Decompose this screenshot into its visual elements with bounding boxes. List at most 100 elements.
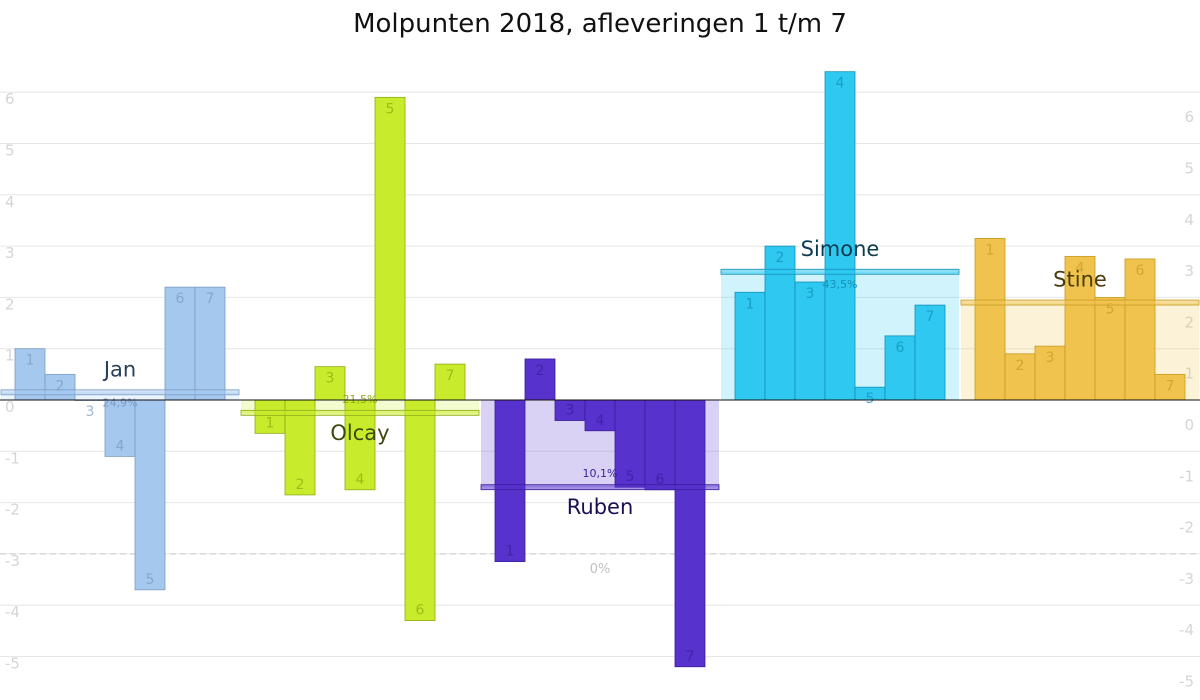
bar-label: 4 — [836, 76, 845, 92]
y-tick-label-left: -1 — [5, 449, 20, 467]
bar-label: 6 — [656, 472, 665, 488]
bar-label: 6 — [416, 603, 425, 619]
mean-line — [240, 409, 480, 416]
y-tick-label-left: 5 — [5, 142, 15, 160]
y-tick-label-right: 2 — [1184, 313, 1194, 331]
bar-label: 7 — [206, 291, 215, 307]
bar — [374, 96, 406, 401]
bar — [1124, 258, 1156, 401]
contestant-group-simone: 1 2 3 4 5 6 7 — [720, 71, 960, 407]
y-tick-label-right: -3 — [1179, 570, 1194, 588]
y-axis-right: 6 5 4 3 2 1 0 -1 -2 -3 -4 -5 — [1179, 108, 1194, 690]
bar-label: 3 — [326, 371, 335, 387]
y-tick-label-right: 5 — [1184, 160, 1194, 178]
y-tick-label-left: 4 — [5, 193, 15, 211]
y-tick-label-right: 3 — [1184, 262, 1194, 280]
bar — [1154, 373, 1186, 401]
bar — [134, 399, 166, 591]
bar-label: 4 — [356, 472, 365, 488]
y-tick-label-left: -2 — [5, 501, 20, 519]
bar — [254, 399, 286, 434]
contestant-group-ruben: 1 2 3 4 5 6 7 — [480, 358, 720, 668]
contestant-name-jan: Jan — [102, 357, 136, 381]
bar — [404, 399, 436, 621]
y-tick-label-right: -5 — [1179, 673, 1194, 691]
y-tick-label-right: -4 — [1179, 621, 1194, 639]
bar-label: 3 — [806, 286, 815, 302]
bar — [104, 399, 136, 457]
contestant-group-olcay: 1 2 3 4 5 6 7 — [240, 96, 480, 621]
mean-line — [480, 484, 720, 491]
bar-label: 2 — [536, 363, 545, 379]
bar-label: 3 — [1046, 350, 1055, 366]
bar-label: 6 — [896, 340, 905, 356]
y-tick-label-left: 1 — [5, 347, 15, 365]
chart-title: Molpunten 2018, afleveringen 1 t/m 7 — [353, 9, 847, 39]
y-tick-label-left: -5 — [5, 655, 20, 673]
y-tick-label-left: -4 — [5, 603, 20, 621]
bar-label: 1 — [746, 296, 755, 312]
bar — [164, 286, 196, 401]
y-axis-left: 6 5 4 3 2 1 0 -1 -2 -3 -4 -5 — [5, 90, 20, 672]
bar-label: 1 — [986, 242, 995, 258]
bar-label: 7 — [1166, 378, 1175, 394]
mean-area — [1, 392, 239, 400]
bar-label: 4 — [116, 438, 125, 454]
bar — [614, 399, 646, 488]
y-tick-label-left: 3 — [5, 244, 15, 262]
bar-label: 2 — [776, 250, 785, 266]
y-tick-label-right: 6 — [1184, 108, 1194, 126]
bar — [44, 373, 76, 401]
y-tick-label-right: -2 — [1179, 519, 1194, 537]
bar — [584, 399, 616, 432]
bar-label: 6 — [1136, 263, 1145, 279]
contestant-percent: 10,1% — [583, 467, 618, 480]
bar-label: 3 — [86, 404, 95, 420]
bar-label: 6 — [176, 291, 185, 307]
y-tick-label-left: 2 — [5, 295, 15, 313]
contestant-percent: 24,9% — [103, 396, 138, 409]
bar-label: 2 — [56, 378, 65, 394]
y-tick-label-right: -1 — [1179, 467, 1194, 485]
bar — [974, 238, 1006, 401]
bar-label: 7 — [686, 649, 695, 665]
bar-label: 3 — [566, 403, 575, 419]
bar — [494, 399, 526, 562]
bar — [434, 363, 466, 401]
bar-label: 4 — [1076, 260, 1085, 276]
contestant-percent: 21,5% — [343, 393, 378, 406]
bar — [824, 71, 856, 401]
mean-line — [0, 389, 240, 396]
bar — [734, 291, 766, 401]
bar-label: 5 — [146, 572, 155, 588]
bar-label: 1 — [266, 415, 275, 431]
contestant-labels: Jan 24,9% Olcay 21,5% Ruben 10,1% Simone 43,5% S… — [0, 237, 1200, 577]
contestant-group-jan: 1 2 3 4 5 6 7 — [0, 286, 240, 591]
contestant-name-ruben: Ruben — [567, 495, 634, 519]
bar-label: 7 — [446, 368, 455, 384]
bar-label: 1 — [26, 353, 35, 369]
bar-label: 2 — [296, 477, 305, 493]
contestant-name-stine: Stine — [1053, 268, 1107, 292]
y-tick-label-right: 4 — [1184, 211, 1194, 229]
y-tick-label-right: 0 — [1184, 416, 1194, 434]
contestant-group-stine: 1 2 3 4 5 6 7 — [960, 238, 1200, 401]
bar-label: 5 — [386, 101, 395, 117]
y-tick-label-left: 0 — [5, 398, 15, 416]
contestant-percent: 43,5% — [823, 278, 858, 291]
bar — [1064, 255, 1096, 401]
bar-label: 5 — [1106, 301, 1115, 317]
bar — [794, 281, 826, 401]
bar — [674, 399, 706, 668]
bar-label: 1 — [506, 544, 515, 560]
bar-label: 2 — [1016, 358, 1025, 374]
mean-line — [720, 268, 960, 275]
mean-line — [960, 299, 1200, 306]
bar-label: 5 — [866, 391, 875, 407]
bar-label: 4 — [596, 413, 605, 429]
y-tick-label-left: -3 — [5, 552, 20, 570]
bar-label: 5 — [626, 469, 635, 485]
zero-percent-label: 0% — [590, 562, 611, 577]
